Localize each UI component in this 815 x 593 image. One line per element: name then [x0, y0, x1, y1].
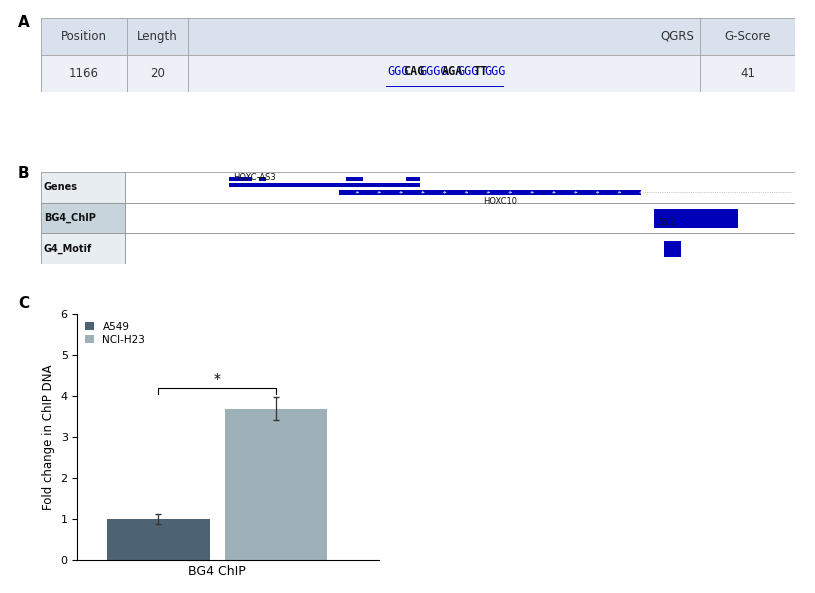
Text: 20: 20: [150, 67, 165, 80]
Text: QGRS: QGRS: [660, 30, 694, 43]
Bar: [126, 172, 795, 203]
Text: Position: Position: [61, 30, 107, 43]
Text: G-Score: G-Score: [725, 30, 771, 43]
Text: 41: 41: [740, 67, 755, 80]
Text: TT: TT: [474, 65, 488, 78]
Text: GGGG: GGGG: [420, 65, 448, 78]
Text: C: C: [18, 296, 29, 311]
Text: 1166: 1166: [69, 67, 99, 80]
Bar: [346, 177, 363, 180]
Bar: [41, 55, 795, 92]
Text: 55.2: 55.2: [657, 218, 676, 227]
Text: *: *: [214, 372, 221, 387]
Bar: [229, 183, 420, 187]
Text: GGG: GGG: [485, 65, 506, 78]
Text: Length: Length: [137, 30, 178, 43]
Bar: [41, 18, 795, 55]
Y-axis label: Fold change in ChIP DNA: Fold change in ChIP DNA: [42, 365, 55, 510]
Text: CAG: CAG: [403, 65, 425, 78]
Bar: [41, 172, 126, 203]
Text: GGG: GGG: [458, 65, 479, 78]
Bar: [664, 241, 681, 257]
Bar: [229, 177, 253, 180]
Bar: [41, 233, 126, 264]
Bar: [654, 209, 738, 228]
Text: BG4_ChIP: BG4_ChIP: [44, 213, 95, 223]
Bar: [407, 177, 420, 180]
Bar: [107, 519, 209, 560]
Text: G4_Motif: G4_Motif: [44, 244, 92, 254]
Legend: A549, NCI-H23: A549, NCI-H23: [82, 320, 148, 347]
Bar: [126, 233, 795, 264]
Text: B: B: [18, 166, 29, 181]
Bar: [259, 177, 266, 180]
Text: HOXC-AS3: HOXC-AS3: [233, 173, 275, 183]
Text: A: A: [18, 15, 29, 30]
Bar: [41, 203, 126, 233]
Text: GGG: GGG: [387, 65, 408, 78]
Bar: [126, 203, 795, 233]
Text: Genes: Genes: [44, 182, 77, 192]
Text: AGA: AGA: [442, 65, 463, 78]
Bar: [224, 409, 328, 560]
Text: HOXC10: HOXC10: [483, 197, 517, 206]
Bar: [339, 190, 641, 195]
